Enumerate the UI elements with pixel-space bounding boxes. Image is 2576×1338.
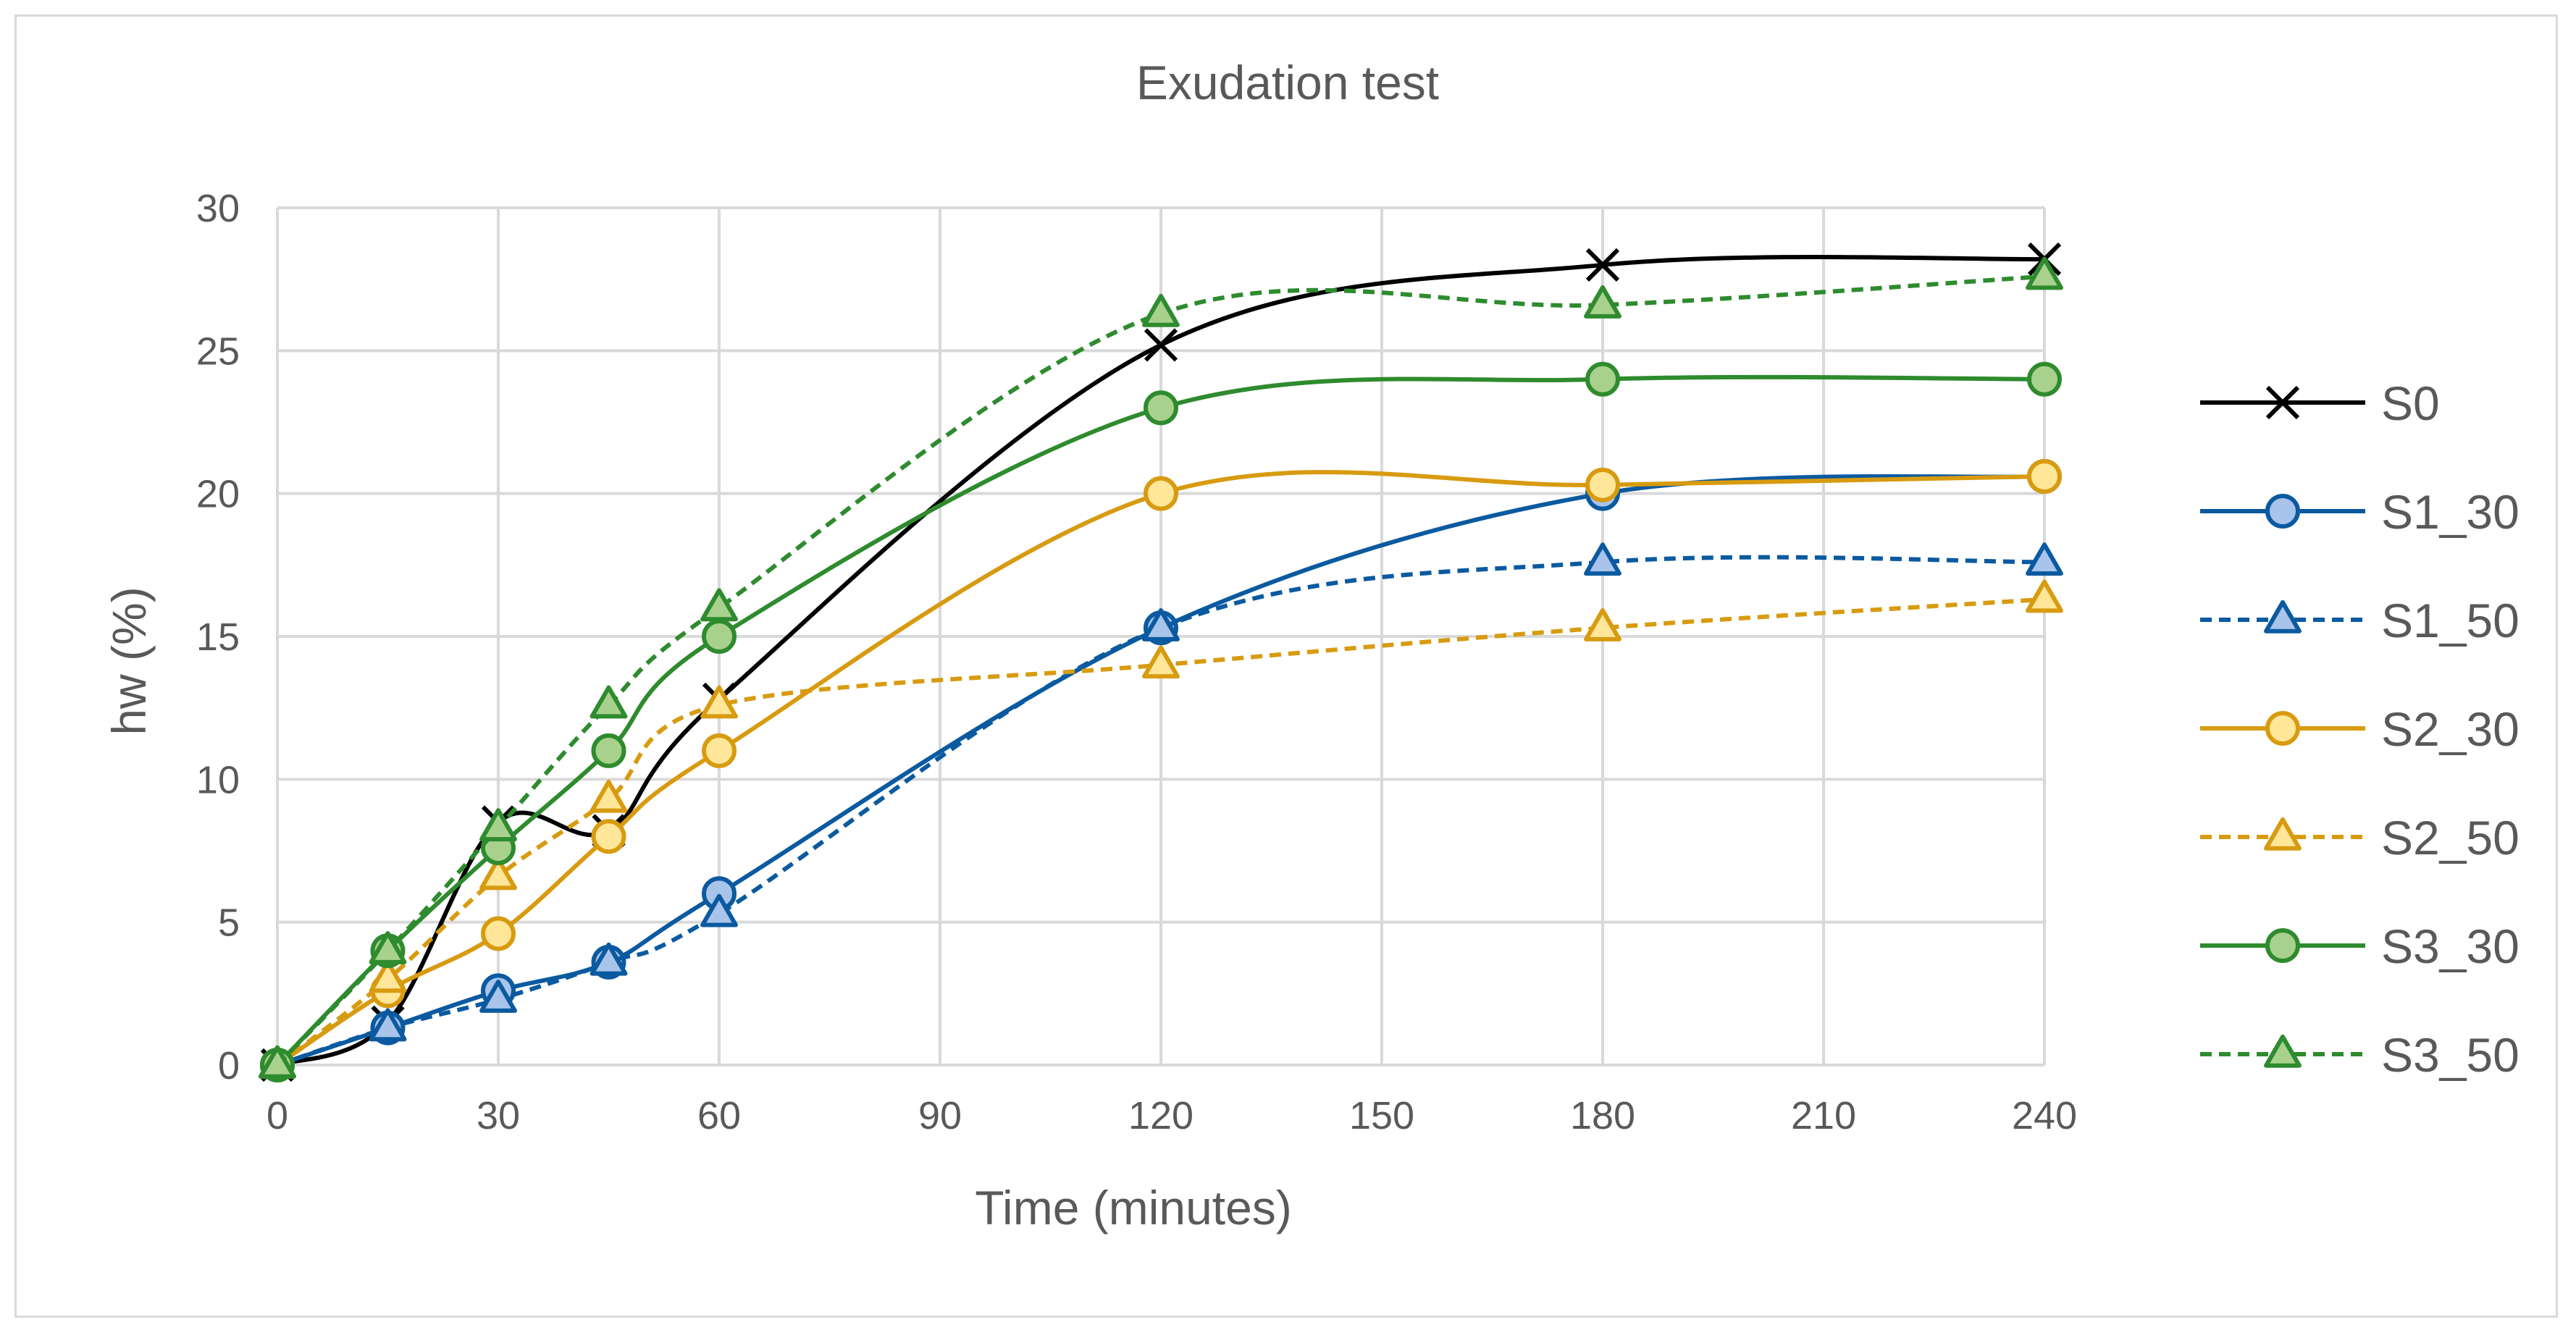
data-point: [2027, 458, 2062, 494]
data-point: [369, 1008, 407, 1042]
data-point: [700, 588, 738, 622]
legend-label: S3_50: [2381, 1028, 2520, 1082]
x-tick-label: 120: [1128, 1094, 1193, 1137]
legend-entry: S1_30: [2200, 485, 2520, 539]
data-point: [479, 980, 517, 1013]
y-tick-label: 5: [218, 901, 240, 945]
legend-entry: S2_30: [2200, 702, 2520, 756]
series-s3-50: [259, 256, 2063, 1079]
data-point: [1144, 390, 1178, 426]
data-point: [590, 779, 628, 813]
data-point: [1584, 285, 1621, 319]
data-point: [700, 893, 738, 927]
data-point: [481, 916, 516, 951]
data-point: [479, 857, 517, 891]
legend-marker: [2265, 928, 2300, 963]
series-line: [277, 555, 2045, 1067]
legend: S0 S1_30 S1_50 S2_30 S2_50 S3_30 S3_50: [2200, 376, 2520, 1082]
y-tick-label: 20: [196, 473, 240, 516]
data-point: [2026, 579, 2063, 613]
legend-marker: [2265, 711, 2300, 746]
data-point: [1584, 608, 1621, 641]
legend-label: S1_30: [2381, 485, 2520, 539]
legend-entry: S1_50: [2200, 594, 2520, 647]
data-point: [2027, 361, 2062, 397]
legend-marker: [2265, 494, 2300, 529]
y-tick-label: 30: [196, 187, 240, 230]
y-tick-label: 10: [196, 758, 240, 801]
series-line: [277, 474, 2045, 1067]
data-point: [700, 685, 738, 719]
data-point: [1585, 361, 1620, 397]
data-point: [369, 930, 407, 964]
legend-label: S3_30: [2381, 920, 2520, 973]
data-point: [369, 959, 407, 993]
data-point: [1144, 476, 1178, 511]
y-tick-label: 15: [196, 615, 240, 659]
x-axis-title: Time (minutes): [975, 1181, 1292, 1234]
data-point: [259, 1045, 296, 1079]
data-point: [590, 685, 628, 719]
y-tick-label: 0: [218, 1044, 240, 1087]
x-tick-label: 60: [697, 1094, 741, 1137]
legend-marker: [2264, 817, 2302, 851]
legend-label: S1_50: [2381, 594, 2520, 647]
data-point: [702, 619, 737, 654]
legend-entry: S3_30: [2200, 920, 2520, 973]
data-point: [1585, 467, 1620, 502]
data-point: [702, 733, 737, 768]
legend-label: S2_50: [2381, 811, 2520, 864]
data-point: [479, 808, 517, 842]
axes: 0 5 10 15 20 25 30 0 30 60 90 120 150 180 210 240: [196, 187, 2077, 1137]
legend-marker: [2265, 385, 2300, 420]
data-point: [1144, 328, 1178, 362]
y-tick-label: 25: [196, 329, 240, 373]
legend-entry: S2_50: [2200, 811, 2520, 864]
x-tick-label: 210: [1791, 1094, 1856, 1137]
line-chart: 0 5 10 15 20 25 30 0 30 60 90 120 150 180 210 240 S0 S1_…: [102, 56, 2520, 1234]
data-point: [2026, 542, 2063, 576]
data-point: [1584, 542, 1621, 576]
legend-marker: [2264, 599, 2302, 634]
x-tick-label: 0: [267, 1094, 288, 1137]
legend-label: S2_30: [2381, 702, 2520, 756]
x-tick-label: 180: [1570, 1094, 1635, 1137]
series-s2-30: [260, 458, 2062, 1082]
data-point: [1585, 248, 1620, 282]
x-tick-label: 30: [477, 1094, 520, 1137]
legend-entry: S0: [2200, 376, 2440, 430]
x-tick-label: 90: [918, 1094, 962, 1137]
data-point: [591, 733, 626, 768]
data-point: [590, 942, 628, 976]
x-tick-label: 150: [1349, 1094, 1414, 1137]
data-point: [1142, 608, 1180, 641]
data-point: [591, 819, 626, 854]
chart-frame: 0 5 10 15 20 25 30 0 30 60 90 120 150 180 210 240 S0 S1_…: [14, 14, 2558, 1318]
series-group: [259, 242, 2063, 1082]
data-point: [1142, 645, 1180, 679]
legend-entry: S3_50: [2200, 1028, 2520, 1082]
x-tick-label: 240: [2012, 1094, 2077, 1137]
data-point: [2026, 256, 2063, 290]
chart-title: Exudation test: [1136, 56, 1439, 109]
legend-label: S0: [2381, 376, 2440, 430]
y-axis-title: hw (%): [102, 586, 156, 735]
legend-marker: [2264, 1034, 2302, 1068]
data-point: [1142, 293, 1180, 327]
